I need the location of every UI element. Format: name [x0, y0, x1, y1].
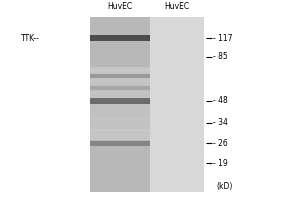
Bar: [90, 85, 150, 86]
Bar: [90, 130, 150, 132]
Bar: [90, 17, 150, 192]
Bar: [90, 106, 150, 107]
Bar: [90, 128, 150, 129]
Bar: [90, 121, 150, 122]
Bar: [90, 101, 150, 102]
Bar: [90, 134, 150, 135]
Bar: [90, 89, 150, 90]
Bar: [90, 84, 150, 85]
Bar: [90, 135, 150, 137]
Bar: [90, 96, 150, 98]
Bar: [90, 111, 150, 112]
Bar: [90, 141, 150, 146]
Bar: [90, 74, 150, 78]
Bar: [90, 69, 150, 71]
Bar: [90, 133, 150, 134]
Bar: [90, 132, 150, 133]
Text: HuvEC: HuvEC: [107, 2, 133, 11]
Bar: [90, 138, 150, 139]
Bar: [90, 74, 150, 75]
Bar: [90, 79, 150, 80]
Text: - 117: - 117: [213, 34, 233, 43]
Bar: [90, 67, 150, 68]
Text: (kD): (kD): [216, 182, 232, 191]
Bar: [150, 17, 204, 192]
Bar: [90, 108, 150, 110]
Bar: [90, 129, 150, 131]
Bar: [90, 35, 150, 41]
Bar: [90, 78, 150, 79]
Bar: [90, 77, 150, 78]
Bar: [90, 127, 150, 128]
Text: TTK--: TTK--: [21, 34, 40, 43]
Text: HuvEC: HuvEC: [164, 2, 190, 11]
Bar: [90, 100, 150, 101]
Bar: [90, 123, 150, 124]
Bar: [90, 83, 150, 84]
Bar: [90, 95, 150, 96]
Bar: [90, 73, 150, 74]
Bar: [90, 90, 150, 91]
Bar: [90, 115, 150, 116]
Bar: [90, 105, 150, 106]
Bar: [90, 94, 150, 95]
Bar: [90, 91, 150, 93]
Bar: [90, 110, 150, 111]
Bar: [90, 98, 150, 104]
Bar: [90, 122, 150, 123]
Bar: [90, 80, 150, 82]
Bar: [90, 126, 150, 127]
Bar: [90, 119, 150, 121]
Bar: [90, 137, 150, 138]
Bar: [90, 17, 204, 192]
Bar: [90, 117, 150, 118]
Bar: [90, 139, 150, 140]
Bar: [90, 92, 150, 94]
Bar: [90, 104, 150, 105]
Text: - 26: - 26: [213, 139, 228, 148]
Bar: [90, 112, 150, 113]
Bar: [90, 107, 150, 109]
Bar: [90, 118, 150, 120]
Bar: [90, 88, 150, 89]
Text: - 19: - 19: [213, 159, 228, 168]
Bar: [90, 81, 150, 83]
Bar: [90, 124, 150, 126]
Text: - 85: - 85: [213, 52, 228, 61]
Bar: [90, 70, 150, 72]
Text: - 48: - 48: [213, 96, 228, 105]
Bar: [90, 113, 150, 115]
Bar: [90, 72, 150, 73]
Text: - 34: - 34: [213, 118, 228, 127]
Bar: [90, 68, 150, 69]
Bar: [90, 102, 150, 104]
Bar: [90, 75, 150, 77]
Bar: [90, 99, 150, 100]
Bar: [90, 116, 150, 117]
Bar: [90, 86, 150, 90]
Bar: [90, 86, 150, 88]
Bar: [90, 97, 150, 99]
